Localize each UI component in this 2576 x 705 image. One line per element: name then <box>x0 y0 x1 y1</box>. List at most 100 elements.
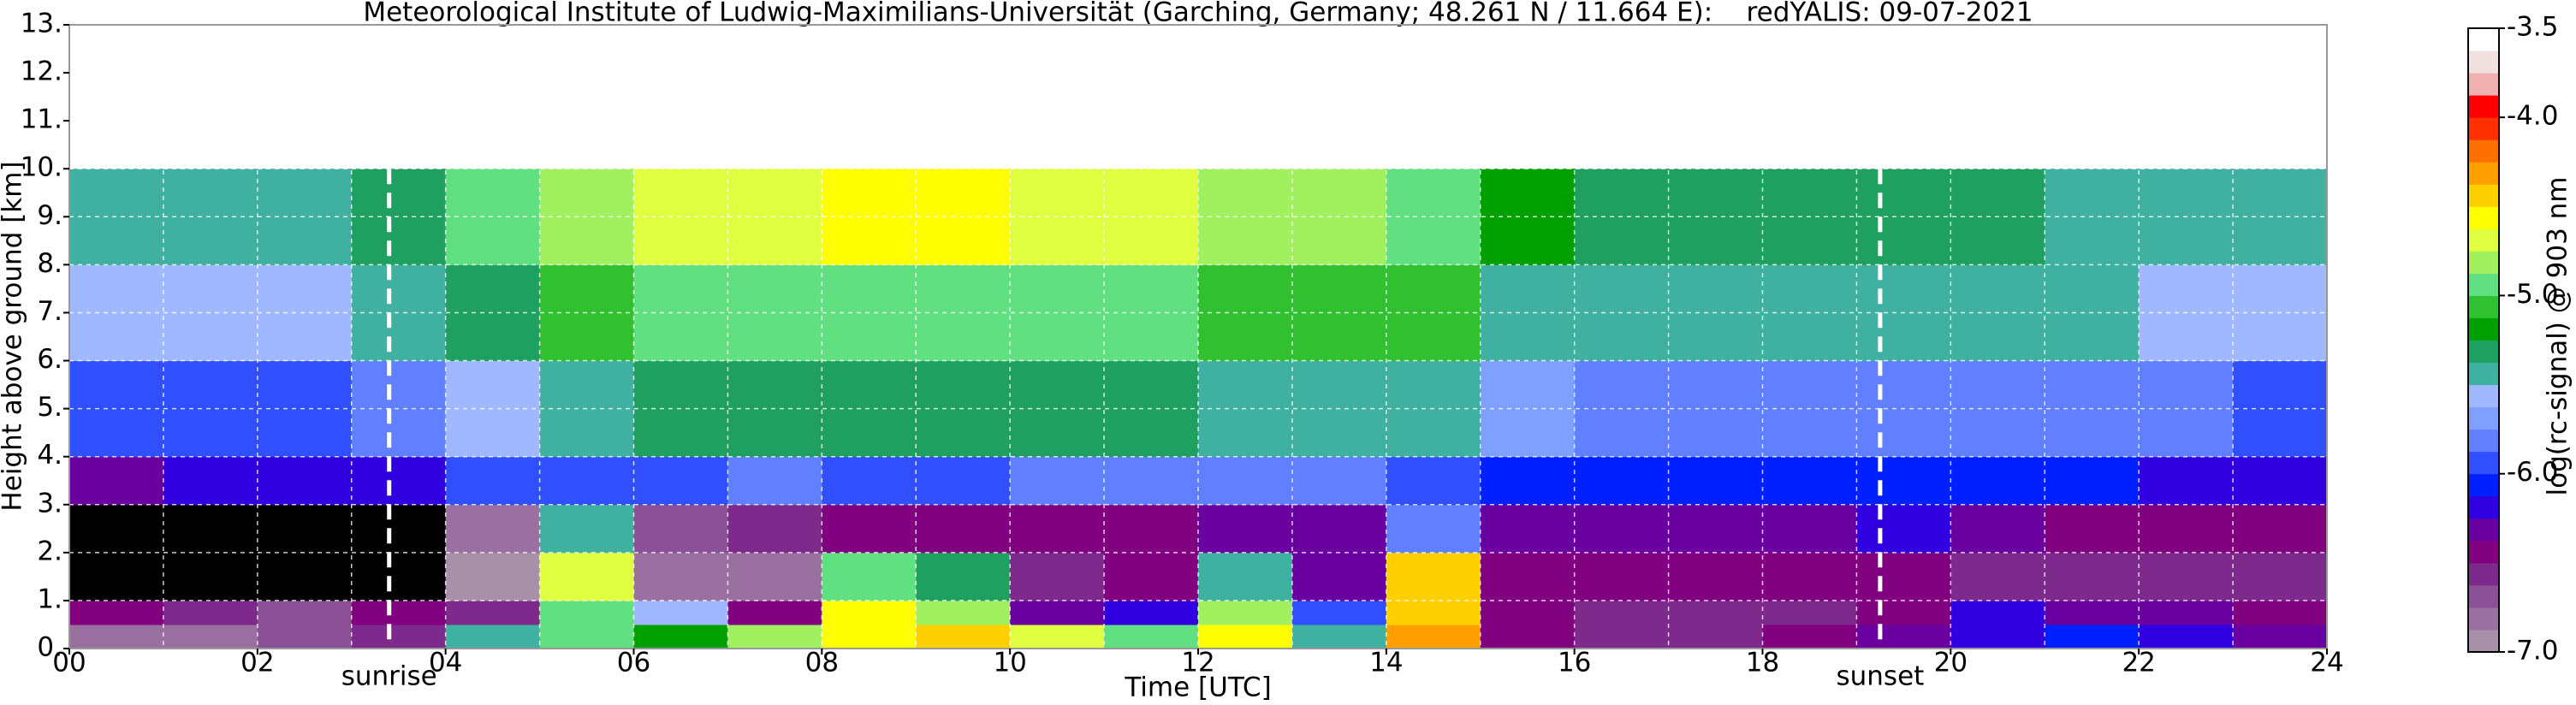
heatmap-cell <box>1762 552 1857 601</box>
colorbar-swatch <box>2468 406 2499 430</box>
heatmap-cell <box>163 624 258 649</box>
x-tick-label: 16 <box>1558 648 1591 678</box>
heatmap-cell <box>1668 456 1763 506</box>
heatmap-cell <box>445 552 541 601</box>
x-tick-label: 12 <box>1181 648 1214 678</box>
heatmap-cell <box>1668 624 1763 649</box>
heatmap-cell <box>1010 456 1105 506</box>
heatmap-cell <box>2139 624 2234 649</box>
colorbar-swatch <box>2468 451 2499 475</box>
y-tick-label: 8. <box>37 248 62 279</box>
colorbar-swatch <box>2468 139 2499 163</box>
heatmap-cell <box>633 600 728 625</box>
heatmap-cell <box>1668 504 1763 554</box>
colorbar-swatch <box>2468 562 2499 586</box>
heatmap-cell <box>1480 600 1576 625</box>
chart-title: Meteorological Institute of Ludwig-Maxim… <box>363 0 2033 28</box>
heatmap-cell <box>1668 600 1763 625</box>
heatmap-cell <box>822 600 917 625</box>
heatmap-cell <box>1291 552 1387 601</box>
colorbar-swatch <box>2468 495 2499 519</box>
heatmap-cell <box>351 456 447 506</box>
heatmap-cell <box>2233 504 2328 554</box>
x-tick-label: 20 <box>1934 648 1968 678</box>
y-tick-label: 4. <box>37 440 62 471</box>
heatmap-cell <box>69 624 164 649</box>
colorbar-swatch <box>2468 184 2499 207</box>
heatmap-cell <box>1386 600 1481 625</box>
colorbar-tick-label: -4.0 <box>2507 101 2559 132</box>
heatmap-cell <box>1574 504 1670 554</box>
heatmap-cell <box>351 552 447 601</box>
heatmap-cell <box>633 624 728 649</box>
heatmap-cell <box>1198 504 1293 554</box>
heatmap-cell <box>2045 600 2140 625</box>
heatmap-cell <box>163 504 258 554</box>
colorbar-swatch <box>2468 273 2499 296</box>
heatmap-cell <box>1480 504 1576 554</box>
heatmap-cell <box>445 624 541 649</box>
heatmap-cell <box>2139 504 2234 554</box>
colorbar-swatch <box>2468 162 2499 185</box>
colorbar-swatch <box>2468 340 2499 364</box>
heatmap-cell <box>2233 552 2328 601</box>
colorbar-swatch <box>2468 362 2499 386</box>
heatmap-cell <box>539 600 634 625</box>
colorbar-tick-label: -6.0 <box>2507 457 2559 488</box>
heatmap-cell <box>163 456 258 506</box>
heatmap-cell <box>257 624 353 649</box>
heatmap-cell <box>1010 504 1105 554</box>
colorbar-swatch <box>2468 629 2499 653</box>
y-tick-label: 1. <box>37 584 62 614</box>
heatmap-cell <box>539 624 634 649</box>
colorbar-swatch <box>2468 607 2499 631</box>
heatmap-cell <box>351 504 447 554</box>
heatmap-cell <box>1010 624 1105 649</box>
heatmap-cell <box>1574 624 1670 649</box>
x-tick-label: 00 <box>52 648 86 678</box>
colorbar-swatch <box>2468 28 2499 51</box>
heatmap-cell <box>2045 456 2140 506</box>
colorbar-swatch <box>2468 317 2499 341</box>
colorbar-swatch <box>2468 518 2499 542</box>
heatmap-cell <box>257 456 353 506</box>
x-tick-label: 04 <box>429 648 462 678</box>
heatmap-cell <box>69 456 164 506</box>
heatmap-cell <box>916 600 1011 625</box>
heatmap-cell <box>1198 456 1293 506</box>
colorbar-label: log(rc-signal) @ 903 nm <box>2543 176 2573 495</box>
heatmap-cell <box>539 552 634 601</box>
heatmap-cell <box>916 552 1011 601</box>
heatmap-cell <box>445 456 541 506</box>
heatmap-cell <box>633 504 728 554</box>
heatmap-cell <box>351 600 447 625</box>
heatmap-cell <box>1480 456 1576 506</box>
heatmap-cell <box>1291 600 1387 625</box>
colorbar-swatch <box>2468 429 2499 453</box>
heatmap-cell <box>445 600 541 625</box>
y-tick-label: 2. <box>37 536 62 566</box>
heatmap-cell <box>1386 552 1481 601</box>
heatmap-cell <box>633 552 728 601</box>
heatmap-cell <box>163 600 258 625</box>
heatmap-cell <box>1386 456 1481 506</box>
heatmap-cell <box>1856 552 1951 601</box>
heatmap-cell <box>2233 624 2328 649</box>
colorbar-tick-label: -5.0 <box>2507 279 2559 310</box>
y-tick-label: 0. <box>37 632 62 663</box>
y-axis-label: Height above ground [km] <box>0 161 28 511</box>
colorbar-swatch <box>2468 540 2499 564</box>
heatmap-cell <box>1950 552 2045 601</box>
heatmap-cell <box>1762 600 1857 625</box>
heatmap-cell <box>633 456 728 506</box>
x-tick-label: 24 <box>2310 648 2343 678</box>
heatmap-cell <box>822 552 917 601</box>
heatmap-cell <box>1104 504 1199 554</box>
colorbar-tick-label: -3.5 <box>2507 12 2559 43</box>
x-tick-label: 14 <box>1369 648 1403 678</box>
heatmap-cell <box>2045 552 2140 601</box>
heatmap-cell <box>257 552 353 601</box>
heatmap-cell <box>916 624 1011 649</box>
x-tick-label: 18 <box>1746 648 1779 678</box>
y-tick-label: 3. <box>37 488 62 518</box>
